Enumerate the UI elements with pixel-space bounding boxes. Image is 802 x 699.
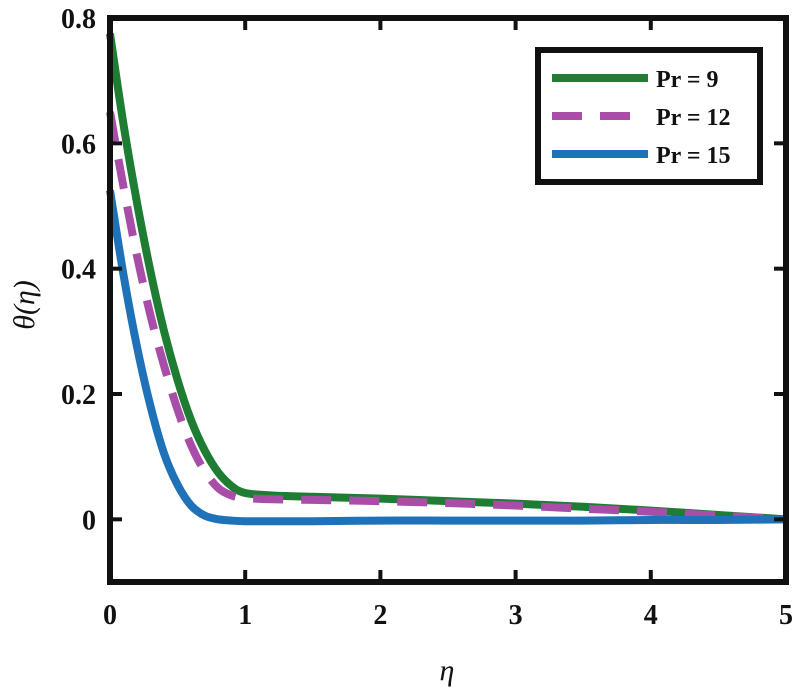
axes-box (107, 15, 789, 585)
x-tick-label: 5 (779, 600, 793, 631)
legend: Pr = 9 Pr = 12 Pr = 15 (535, 47, 763, 185)
series-layer (106, 33, 787, 526)
legend-label-2: Pr = 12 (656, 105, 731, 131)
y-tick-label: 0.2 (61, 380, 96, 411)
series-line-3 (106, 189, 787, 526)
y-tick-label: 0.6 (61, 129, 96, 160)
tick-layer: 0 1 2 3 4 5 0 0.2 0.4 0.6 0.8 (61, 4, 793, 631)
x-tick-label: 2 (373, 600, 387, 631)
y-tick-label: 0.8 (61, 4, 96, 35)
y-tick-label: 0.4 (61, 255, 96, 286)
legend-label-1: Pr = 9 (656, 67, 719, 93)
x-tick-label: 3 (509, 600, 523, 631)
series-line-1 (106, 33, 787, 524)
x-axis-label: η (440, 654, 455, 687)
x-tick-label: 1 (238, 600, 252, 631)
x-tick-label: 4 (644, 600, 658, 631)
axis-frame (107, 15, 789, 585)
legend-label-3: Pr = 15 (656, 143, 731, 169)
series-line-2 (106, 111, 787, 524)
y-tick-label: 0 (82, 505, 96, 536)
x-tick-label: 0 (103, 600, 117, 631)
y-axis-label: θ(η) (8, 280, 41, 330)
